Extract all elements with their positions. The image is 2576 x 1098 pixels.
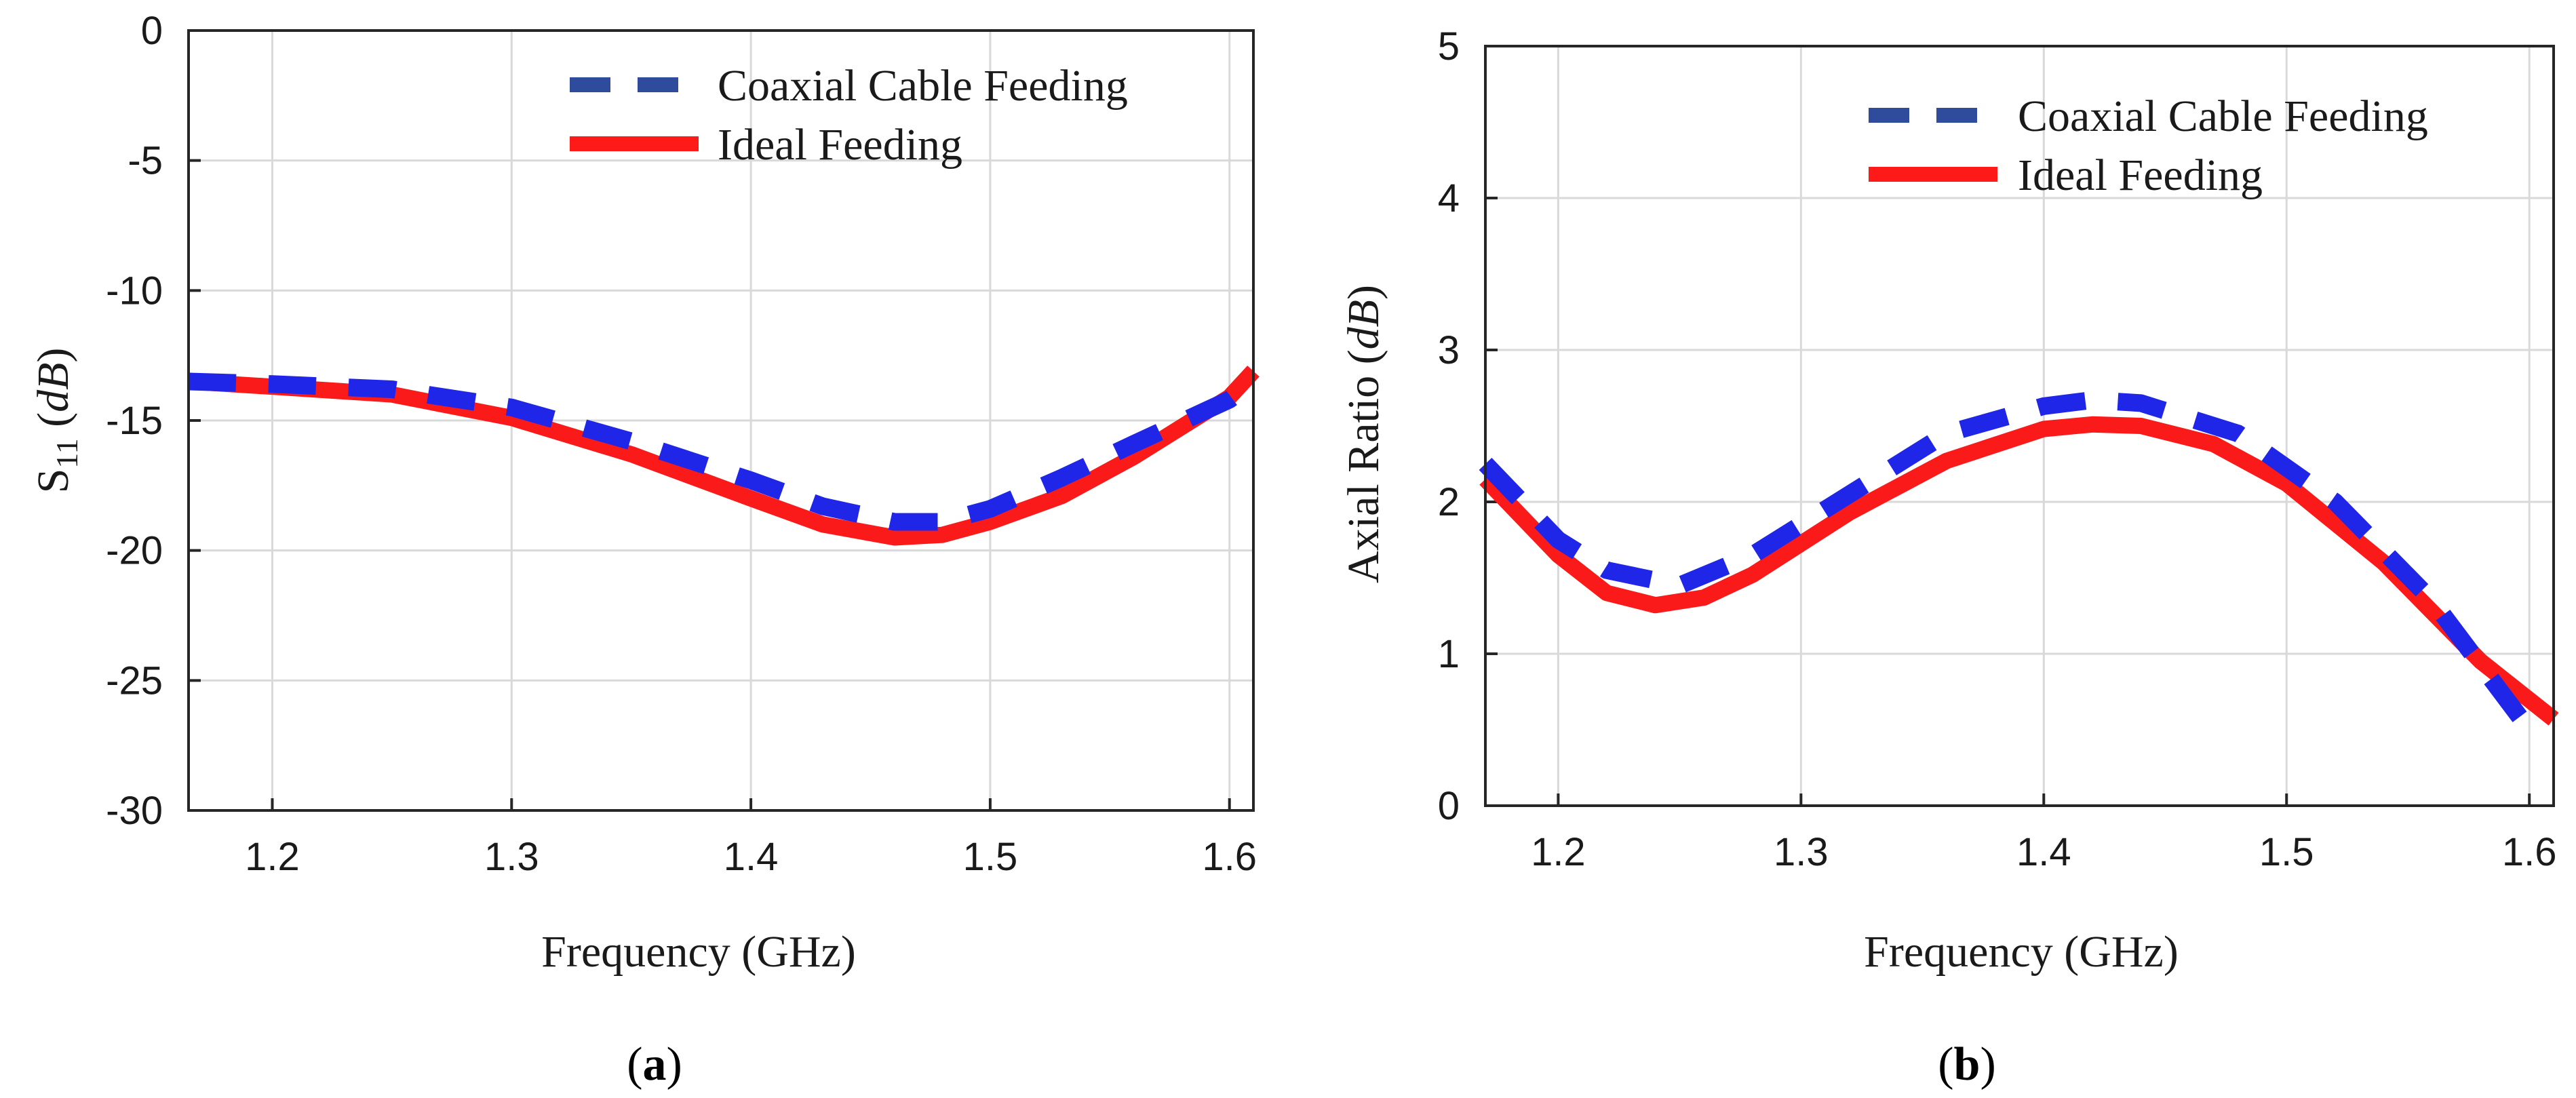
legend-label-coaxial-b: Coaxial Cable Feeding	[2018, 92, 2428, 141]
chart-panel-a: 1.2 1.3 1.4 1.5 1.6 0 -5 -10 -15 -20 -25 -30 Coaxi…	[28, 9, 1260, 1091]
y-tick-labels-a: 0 -5 -10 -15 -20 -25 -30	[106, 9, 163, 833]
y-axis-label-b: Axial Ratio (dB)	[1339, 285, 1388, 583]
caption-a: (a)	[627, 1038, 682, 1091]
caption-letter-b: b	[1954, 1038, 1980, 1091]
y-tick-label: 3	[1438, 328, 1460, 372]
plot-frame-a	[187, 29, 1255, 812]
y-tick-label: -15	[106, 399, 163, 443]
x-tick-label: 1.6	[1202, 835, 1257, 879]
x-tick-labels-b: 1.2 1.3 1.4 1.5 1.6	[1531, 830, 2556, 874]
y-tick-label: 4	[1438, 176, 1460, 220]
series-group-b	[1479, 391, 2559, 735]
legend-label-coaxial-a: Coaxial Cable Feeding	[718, 61, 1128, 111]
y-axis-label-unit-b: dB	[1339, 300, 1388, 349]
y-tick-label: -30	[106, 789, 163, 833]
legend-a: Coaxial Cable Feeding Ideal Feeding	[570, 61, 1128, 170]
series-group-a	[188, 366, 1260, 546]
x-tick-label: 1.5	[963, 835, 1018, 879]
x-tick-label: 1.2	[1531, 830, 1586, 874]
y-tick-label: 0	[1438, 784, 1460, 828]
y-tick-label: -25	[106, 659, 163, 703]
y-tick-label: 5	[1438, 24, 1460, 68]
legend-b: Coaxial Cable Feeding Ideal Feeding	[1869, 92, 2428, 200]
legend-label-ideal-b: Ideal Feeding	[2018, 151, 2263, 200]
y-axis-label-a: S11 (dB)	[28, 348, 84, 494]
y-axis-label-main-a: S	[28, 469, 78, 494]
x-tick-label: 1.4	[2016, 830, 2071, 874]
x-tick-label: 1.4	[724, 835, 779, 879]
series-line-ideal-a	[188, 366, 1260, 546]
caption-letter-a: a	[643, 1038, 667, 1091]
y-tick-label: -10	[106, 269, 163, 313]
y-axis-label-sub-a: 11	[50, 438, 84, 468]
y-tick-label: 1	[1438, 632, 1460, 676]
x-axis-label-b: Frequency (GHz)	[1864, 927, 2179, 977]
x-tick-label: 1.5	[2259, 830, 2314, 874]
plot-area-b	[1485, 46, 2554, 806]
y-tick-label: -20	[106, 529, 163, 573]
x-tick-label: 1.2	[245, 835, 300, 879]
plot-frame-b	[1484, 45, 2555, 807]
y-tick-label: -5	[128, 139, 163, 183]
x-tick-label: 1.6	[2502, 830, 2557, 874]
legend-label-ideal-a: Ideal Feeding	[718, 120, 962, 170]
x-axis-label-a: Frequency (GHz)	[541, 927, 856, 977]
x-tick-labels-a: 1.2 1.3 1.4 1.5 1.6	[245, 835, 1257, 879]
x-tick-label: 1.3	[484, 835, 539, 879]
y-tick-label: 2	[1438, 480, 1460, 524]
y-axis-label-main-b: Axial Ratio	[1339, 376, 1388, 583]
series-line-coaxial-a	[188, 372, 1259, 531]
y-tick-label: 0	[141, 9, 163, 53]
x-tick-label: 1.3	[1774, 830, 1829, 874]
caption-b: (b)	[1938, 1038, 1996, 1091]
y-tick-labels-b: 0 1 2 3 4 5	[1438, 24, 1460, 828]
series-line-ideal-b	[1479, 416, 2559, 726]
chart-panel-b: 1.2 1.3 1.4 1.5 1.6 0 1 2 3 4 5 Coaxial Cable Fee…	[1339, 24, 2559, 1091]
series-line-coaxial-b	[1479, 391, 2537, 735]
y-axis-label-unit-a: dB	[28, 363, 78, 412]
